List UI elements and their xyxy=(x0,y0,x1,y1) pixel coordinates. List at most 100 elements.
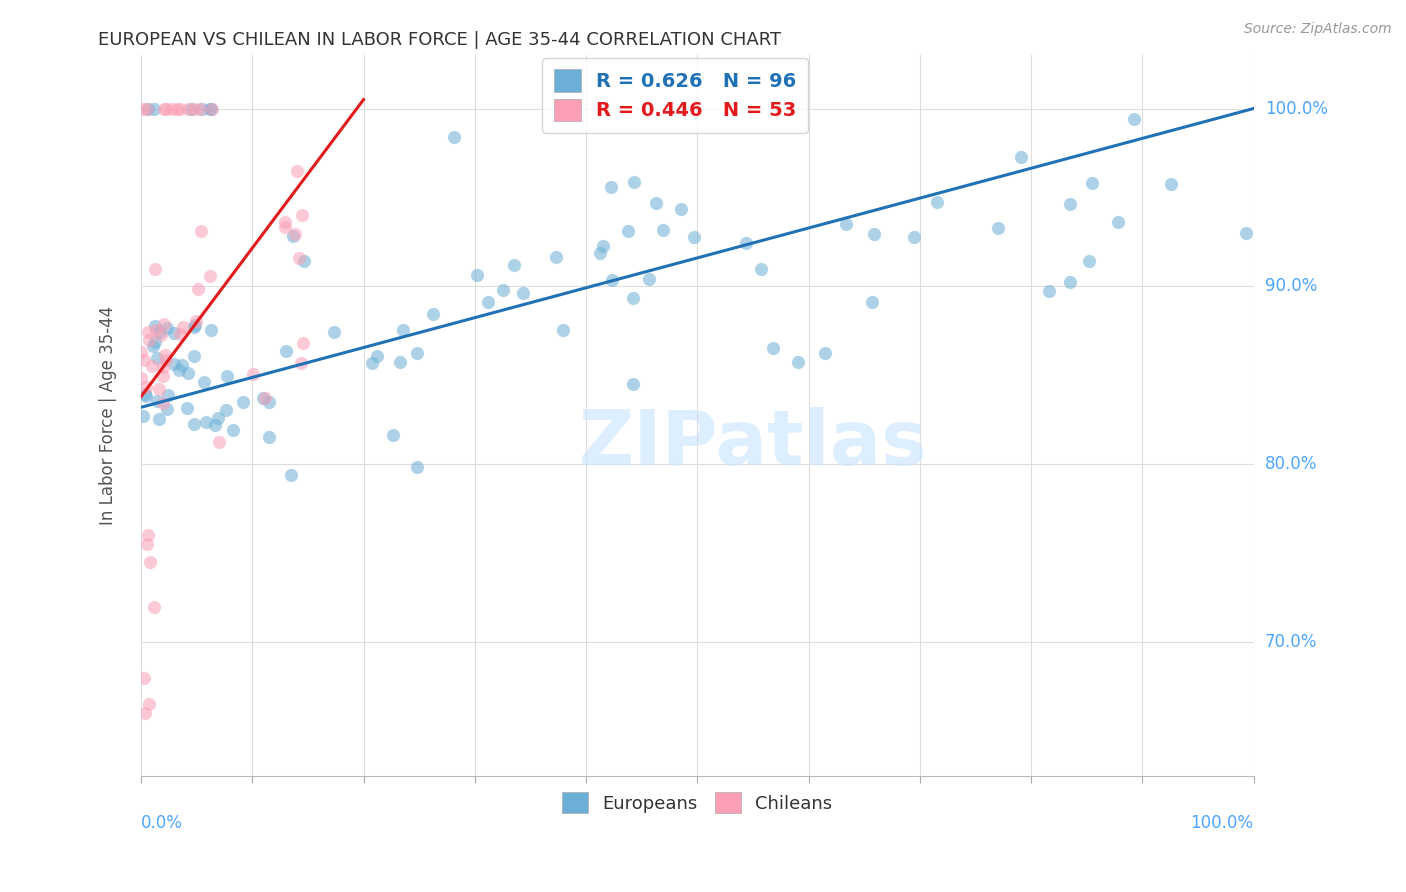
Point xyxy=(187,282,209,296)
Point xyxy=(204,417,226,432)
Point xyxy=(177,102,200,116)
Point xyxy=(217,368,239,383)
Point xyxy=(422,307,444,321)
Point xyxy=(200,102,222,116)
Point xyxy=(195,415,218,429)
Point xyxy=(134,671,156,685)
Point xyxy=(134,706,156,721)
Y-axis label: In Labor Force | Age 35-44: In Labor Force | Age 35-44 xyxy=(100,306,117,524)
Point xyxy=(253,391,276,405)
Text: 0.0%: 0.0% xyxy=(141,814,183,832)
Point xyxy=(592,239,614,253)
Point xyxy=(290,356,312,370)
Point xyxy=(163,357,186,371)
Point xyxy=(129,345,152,359)
Point xyxy=(198,102,221,116)
Point xyxy=(153,318,176,332)
Text: 100.0%: 100.0% xyxy=(1265,100,1327,118)
Point xyxy=(138,698,160,712)
Text: 70.0%: 70.0% xyxy=(1265,633,1317,651)
Point xyxy=(152,368,174,383)
Point xyxy=(257,395,280,409)
Point xyxy=(366,349,388,363)
Point xyxy=(322,325,344,339)
Point xyxy=(141,359,163,374)
Point xyxy=(617,224,640,238)
Point xyxy=(787,355,810,369)
Point xyxy=(814,346,837,360)
Point xyxy=(190,224,212,238)
Point xyxy=(150,328,173,343)
Point xyxy=(863,227,886,241)
Text: 90.0%: 90.0% xyxy=(1265,277,1317,295)
Point xyxy=(129,371,152,385)
Point xyxy=(176,366,198,380)
Point xyxy=(148,382,170,396)
Point xyxy=(1123,112,1146,126)
Point xyxy=(162,326,184,341)
Point xyxy=(201,102,224,116)
Point xyxy=(190,102,212,116)
Point xyxy=(1078,253,1101,268)
Point xyxy=(166,102,188,116)
Point xyxy=(287,251,309,265)
Point xyxy=(136,528,159,542)
Point xyxy=(1160,177,1182,191)
Text: 100.0%: 100.0% xyxy=(1191,814,1254,832)
Point xyxy=(214,403,236,417)
Point xyxy=(169,102,191,116)
Point xyxy=(146,394,169,409)
Point xyxy=(1059,275,1081,289)
Point xyxy=(183,349,205,363)
Point xyxy=(252,391,274,405)
Point xyxy=(683,230,706,244)
Point xyxy=(987,221,1010,235)
Point xyxy=(156,321,179,335)
Point xyxy=(169,363,191,377)
Point xyxy=(138,333,160,347)
Point xyxy=(152,102,174,116)
Point xyxy=(135,389,157,403)
Point xyxy=(1107,215,1129,229)
Point xyxy=(200,323,222,337)
Point xyxy=(735,235,758,250)
Point xyxy=(172,319,194,334)
Point xyxy=(222,423,245,437)
Point xyxy=(835,217,858,231)
Point xyxy=(148,412,170,426)
Point xyxy=(544,250,567,264)
Text: ZIPatlas: ZIPatlas xyxy=(579,407,927,481)
Point xyxy=(1059,196,1081,211)
Point xyxy=(749,261,772,276)
Point xyxy=(392,323,415,337)
Point xyxy=(207,411,229,425)
Point xyxy=(903,229,925,244)
Point xyxy=(1038,284,1060,298)
Point xyxy=(860,294,883,309)
Point xyxy=(502,259,524,273)
Point xyxy=(176,401,198,415)
Point xyxy=(292,254,315,268)
Point xyxy=(142,339,165,353)
Point xyxy=(153,348,176,362)
Point xyxy=(183,102,205,116)
Point xyxy=(621,377,644,392)
Point xyxy=(405,460,427,475)
Point xyxy=(135,537,157,551)
Point xyxy=(183,417,205,431)
Point xyxy=(273,215,295,229)
Point xyxy=(157,388,180,402)
Point xyxy=(276,344,298,359)
Point xyxy=(281,229,304,244)
Point xyxy=(443,130,465,145)
Point xyxy=(208,435,231,450)
Point xyxy=(242,368,264,382)
Point xyxy=(588,246,610,260)
Point xyxy=(152,360,174,375)
Point xyxy=(284,227,307,241)
Point xyxy=(621,291,644,305)
Point xyxy=(132,102,155,116)
Point xyxy=(232,395,254,409)
Point xyxy=(155,352,177,367)
Point xyxy=(1010,150,1032,164)
